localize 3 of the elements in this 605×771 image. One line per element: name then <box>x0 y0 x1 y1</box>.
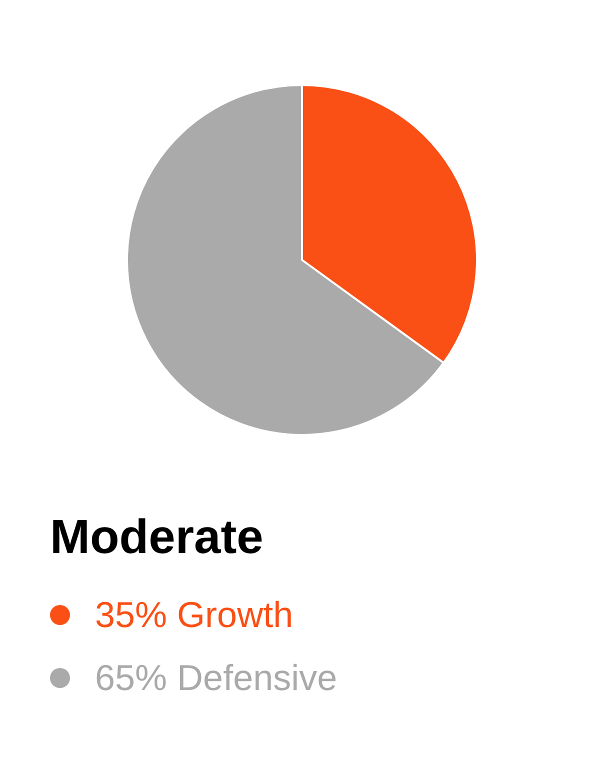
text: Moderate <box>50 511 264 564</box>
legend-label: 65% Defensive <box>95 657 338 698</box>
legend-label: 35% Growth <box>95 594 294 635</box>
